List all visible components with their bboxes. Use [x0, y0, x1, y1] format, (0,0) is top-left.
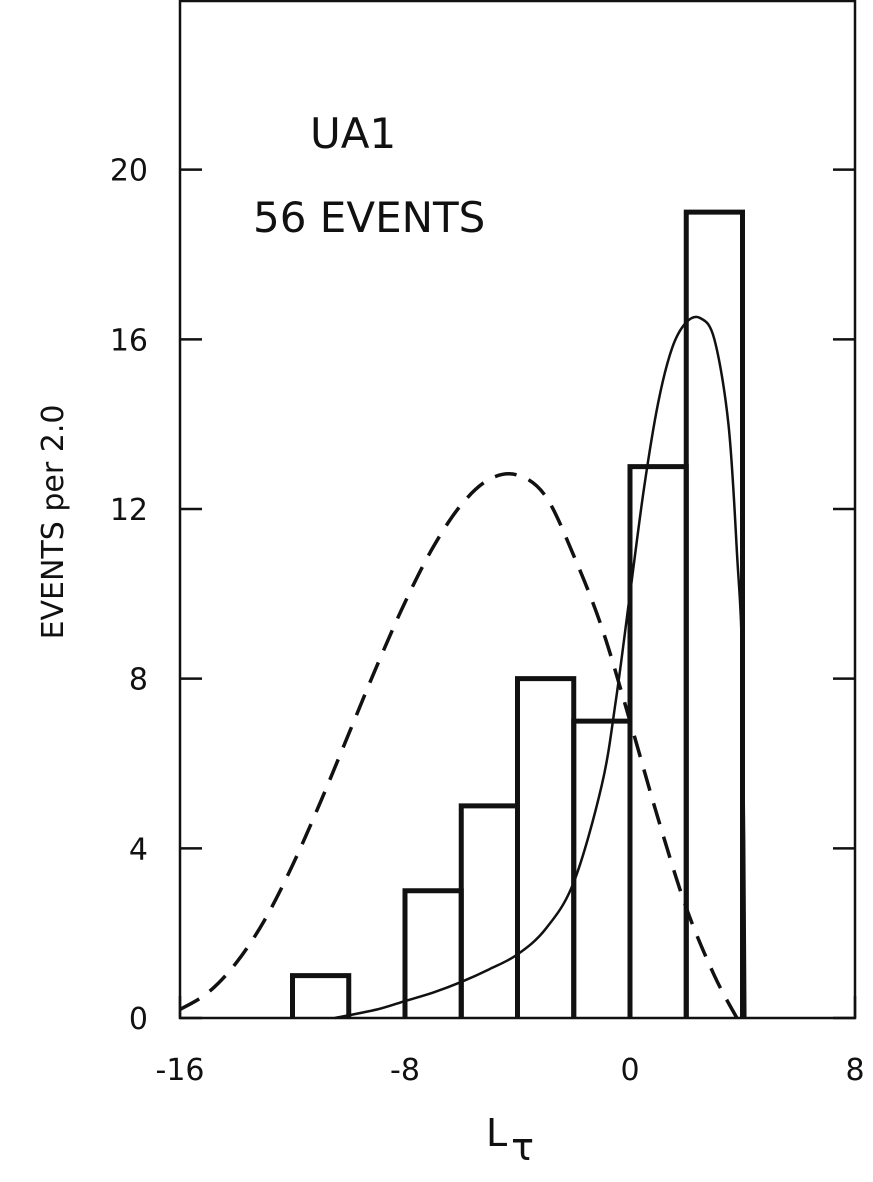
x-axis-title-subscript: τ [511, 1125, 534, 1169]
histogram-bar [627, 464, 689, 1018]
histogram-bar [458, 803, 520, 1018]
chart-annotation: UA1 [310, 109, 396, 158]
x-tick-label: -16 [156, 1053, 205, 1088]
annotations-layer: UA1 56 EVENTS [253, 109, 485, 242]
ticks-layer: 0 4 8 12 16 20 -16 -8 0 8 [110, 154, 865, 1088]
solid-curve [334, 315, 747, 1020]
y-tick-label: 12 [110, 493, 148, 528]
histogram-layer [290, 209, 745, 1018]
y-tick-label: 20 [110, 154, 148, 189]
histogram-bar [683, 209, 745, 1018]
histogram-bar [571, 718, 633, 1018]
y-tick-label: 0 [129, 1002, 148, 1037]
x-tick-label: -8 [390, 1053, 420, 1088]
histogram-bar [290, 973, 352, 1018]
dashed-curve [179, 472, 739, 1019]
x-axis-title-main: L [486, 1111, 507, 1155]
y-tick-label: 16 [110, 323, 148, 358]
histogram-bar [515, 676, 577, 1018]
x-tick-label: 8 [845, 1053, 864, 1088]
chart-annotation: 56 EVENTS [253, 193, 485, 242]
y-tick-label: 8 [129, 663, 148, 698]
y-tick-label: 4 [129, 832, 148, 867]
y-axis-title: EVENTS per 2.0 [36, 405, 71, 640]
x-tick-label: 0 [620, 1053, 639, 1088]
